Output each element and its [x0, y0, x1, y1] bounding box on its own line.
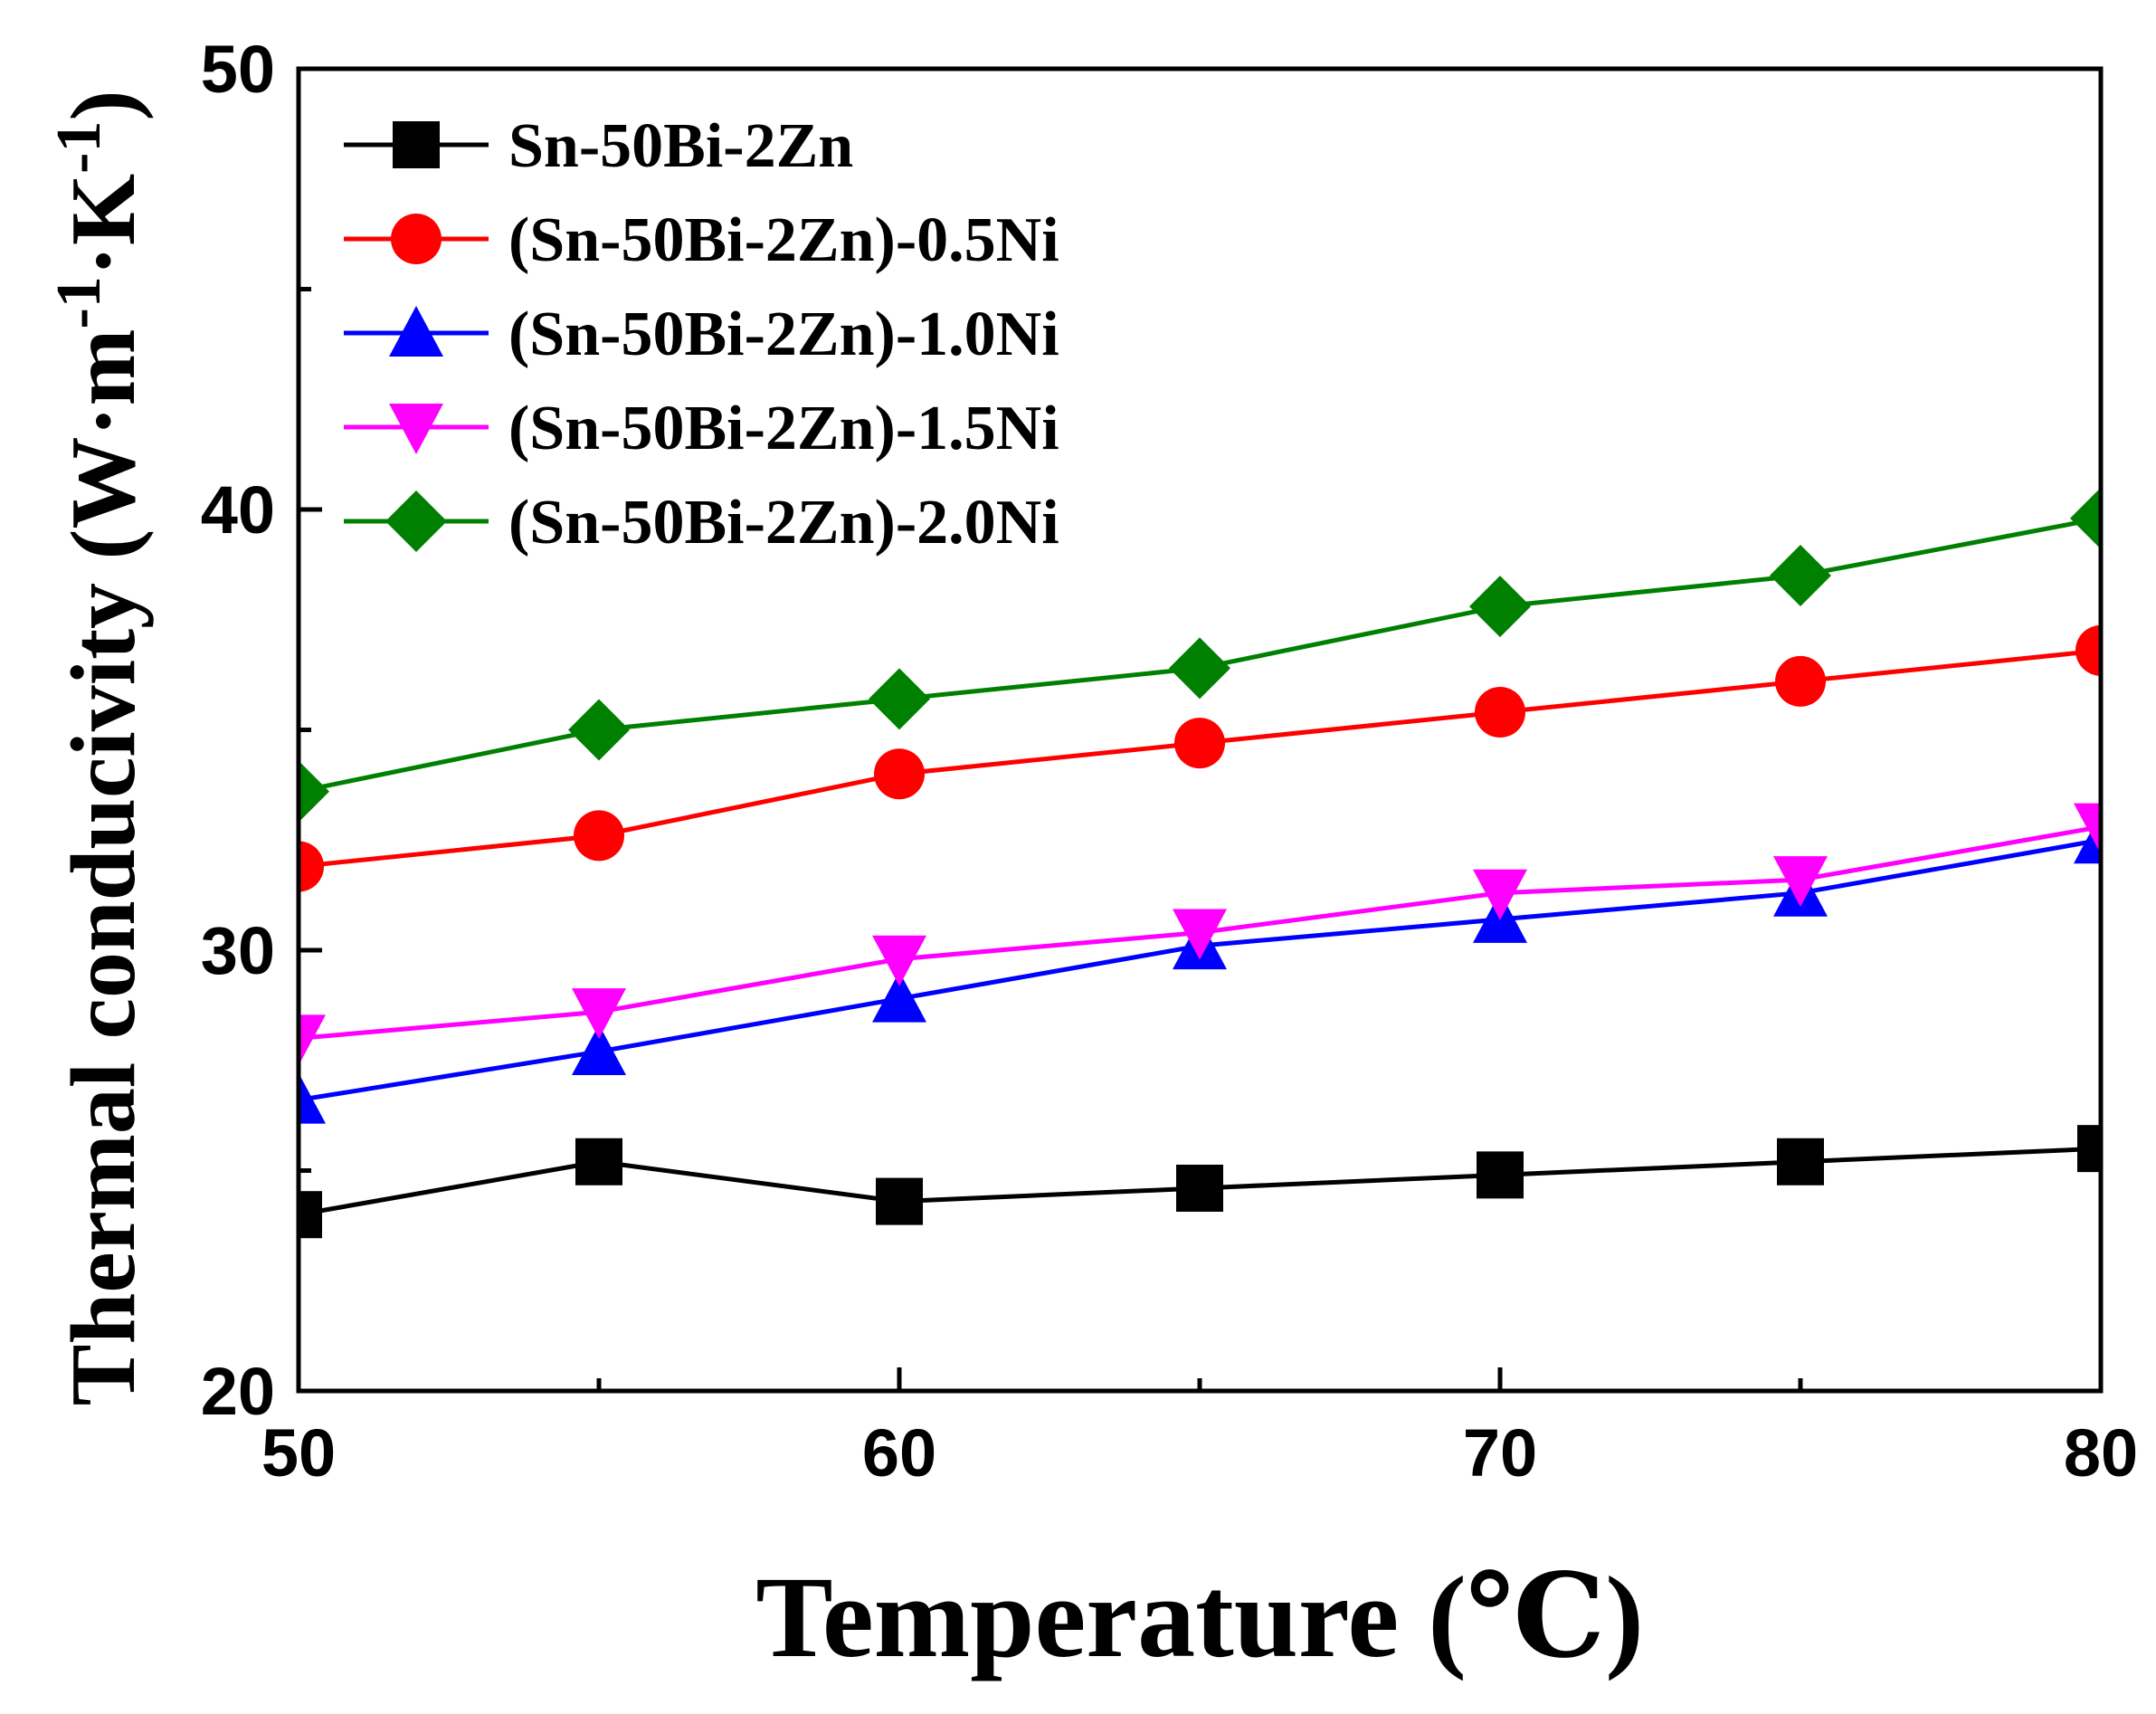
data-point	[1773, 856, 1828, 908]
data-point	[1176, 1164, 1223, 1212]
x-tick-label: 60	[862, 1415, 936, 1490]
series-Sn-50Bi-2Zn-1.5Ni	[299, 803, 2101, 1066]
series-layer	[299, 487, 2101, 1239]
data-point	[2074, 803, 2101, 854]
y-axis-title-end: )	[52, 90, 155, 121]
data-point	[299, 1072, 326, 1124]
legend-marker	[389, 404, 443, 454]
legend-item: Sn-50Bi-2Zn	[344, 111, 853, 181]
y-axis-title-main: Thermal conducivity (W·m	[52, 329, 155, 1406]
data-point	[1770, 545, 1831, 607]
y-tick-label: 40	[201, 472, 275, 548]
y-axis-title-mid: ·K	[52, 174, 155, 276]
legend-item: (Sn-50Bi-2Zn)-0.5Ni	[344, 205, 1059, 275]
legend: Sn-50Bi-2Zn (Sn-50Bi-2Zn)-0.5Ni (Sn-50Bi-2…	[344, 111, 1059, 557]
data-point	[568, 699, 630, 761]
data-point	[1169, 637, 1230, 700]
legend-marker	[389, 306, 443, 357]
data-point	[572, 988, 626, 1040]
data-point	[876, 1177, 923, 1225]
legend-marker	[393, 121, 440, 168]
data-point	[1775, 655, 1826, 707]
data-point	[1174, 718, 1225, 769]
series-line	[299, 837, 2101, 1103]
data-point	[872, 935, 926, 986]
legend-label: (Sn-50Bi-2Zn)-0.5Ni	[508, 205, 1059, 275]
y-tick-label: 20	[201, 1354, 275, 1429]
legend-item: (Sn-50Bi-2Zn)-1.5Ni	[344, 394, 1059, 463]
y-axis-title: Thermal conducivity (W·m-1·K-1)	[44, 90, 155, 1406]
x-axis-title: Temperature (℃)	[755, 1553, 1644, 1681]
data-point	[869, 668, 930, 730]
data-point	[299, 1014, 326, 1066]
data-point	[1477, 1151, 1524, 1199]
x-tick-label: 50	[261, 1415, 336, 1490]
data-point	[1473, 869, 1527, 920]
data-point	[575, 1138, 622, 1186]
data-point	[2075, 624, 2101, 676]
series-Sn-50Bi-2Zn-1.0Ni	[299, 813, 2101, 1124]
data-point	[1475, 687, 1525, 738]
legend-item: (Sn-50Bi-2Zn)-2.0Ni	[344, 488, 1059, 557]
legend-label: (Sn-50Bi-2Zn)-1.0Ni	[508, 300, 1059, 369]
y-tick-label: 30	[201, 913, 275, 988]
legend-label: (Sn-50Bi-2Zn)-2.0Ni	[508, 488, 1059, 557]
data-point	[572, 1024, 626, 1076]
series-Sn-50Bi-2Zn-2.0Ni	[299, 487, 2101, 823]
y-axis-title-sup1: -1	[44, 276, 114, 329]
legend-marker	[391, 214, 442, 264]
data-point	[1777, 1138, 1824, 1186]
data-point	[574, 810, 624, 862]
data-point	[1469, 576, 1531, 638]
x-tick-label: 70	[1463, 1415, 1537, 1490]
data-point	[872, 971, 926, 1023]
data-point	[299, 760, 329, 823]
data-point	[299, 841, 324, 892]
data-point	[2070, 487, 2101, 549]
legend-marker	[385, 490, 447, 552]
data-point	[874, 748, 925, 800]
legend-label: Sn-50Bi-2Zn	[508, 111, 853, 181]
legend-item: (Sn-50Bi-2Zn)-1.0Ni	[344, 300, 1059, 369]
ticks-layer: 50 60 70 80 20 30 40 50	[201, 32, 2138, 1490]
series-Sn-50Bi-2Zn	[299, 1125, 2101, 1239]
y-axis-title-sup2: -1	[44, 121, 114, 174]
data-point	[2077, 1125, 2101, 1173]
data-point	[1173, 909, 1227, 960]
y-tick-label: 50	[201, 32, 275, 107]
x-tick-label: 80	[2064, 1415, 2138, 1490]
legend-label: (Sn-50Bi-2Zn)-1.5Ni	[508, 394, 1059, 463]
series-Sn-50Bi-2Zn-0.5Ni	[299, 624, 2101, 892]
data-point	[299, 1191, 322, 1239]
